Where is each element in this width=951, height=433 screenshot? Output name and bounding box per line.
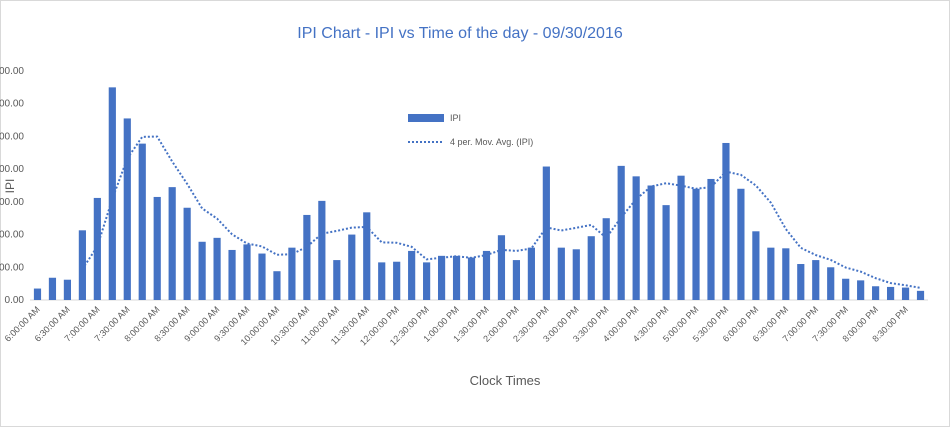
bar [617, 165, 625, 300]
chart-title: IPI Chart - IPI vs Time of the day - 09/… [297, 25, 623, 42]
bar [647, 185, 655, 300]
y-tick-label: 100.00 [0, 262, 24, 273]
bar [782, 248, 790, 300]
bar [752, 231, 760, 300]
bar [527, 247, 535, 300]
bar [662, 205, 670, 300]
bar [393, 261, 401, 300]
bar [812, 260, 820, 300]
bar [722, 142, 730, 300]
bar [467, 257, 476, 300]
bar [632, 176, 640, 300]
x-axis-title: Clock Times [470, 373, 541, 388]
bar [303, 214, 311, 300]
bar [33, 288, 42, 300]
bar [153, 196, 161, 300]
bar [108, 87, 116, 300]
bar [333, 260, 341, 300]
y-tick-label: 500.00 [0, 131, 24, 142]
bar [63, 279, 72, 300]
moving-average-line [81, 135, 921, 289]
bar [542, 166, 550, 300]
bar [901, 287, 910, 300]
bar [767, 247, 775, 300]
bar [587, 236, 595, 300]
bar [183, 207, 191, 300]
bar [213, 237, 221, 300]
y-tick-label: 600.00 [0, 99, 24, 110]
legend-swatch [408, 114, 444, 122]
bar [827, 267, 835, 300]
bar [497, 235, 506, 300]
bar [408, 250, 416, 300]
bar [482, 250, 491, 300]
bar [437, 255, 446, 300]
bar [737, 188, 745, 300]
bar [348, 234, 356, 300]
bar [842, 278, 850, 300]
bar [707, 178, 715, 300]
bar [273, 271, 281, 300]
bar [168, 187, 176, 300]
legend-label: IPI [450, 113, 461, 123]
bar [602, 218, 610, 300]
bar [78, 230, 86, 300]
bar [572, 249, 580, 300]
y-tick-label: 700.00 [0, 66, 24, 77]
bar [138, 143, 146, 300]
y-tick-label: 200.00 [0, 230, 24, 241]
bar [857, 280, 865, 300]
bar [423, 262, 431, 300]
bar [258, 253, 266, 300]
bar [872, 286, 880, 300]
bar [288, 247, 296, 300]
bar [48, 277, 57, 300]
bar [797, 264, 805, 300]
bar [198, 241, 206, 300]
bar [378, 262, 386, 300]
y-tick-label: 400.00 [0, 164, 24, 175]
bar [916, 290, 925, 300]
bar [677, 175, 685, 300]
bar [692, 188, 700, 300]
bar [318, 200, 326, 300]
bar [363, 212, 371, 300]
bar [93, 197, 101, 300]
bar [243, 244, 251, 300]
bar [452, 255, 461, 300]
bar [228, 249, 236, 300]
y-axis-title: IPI [3, 179, 17, 194]
bar [886, 286, 895, 300]
bar [557, 247, 565, 300]
bar [512, 260, 521, 300]
bar [123, 118, 131, 300]
y-tick-label: 0.00 [5, 295, 25, 306]
y-tick-label: 300.00 [0, 197, 24, 208]
legend-label: 4 per. Mov. Avg. (IPI) [450, 137, 533, 147]
